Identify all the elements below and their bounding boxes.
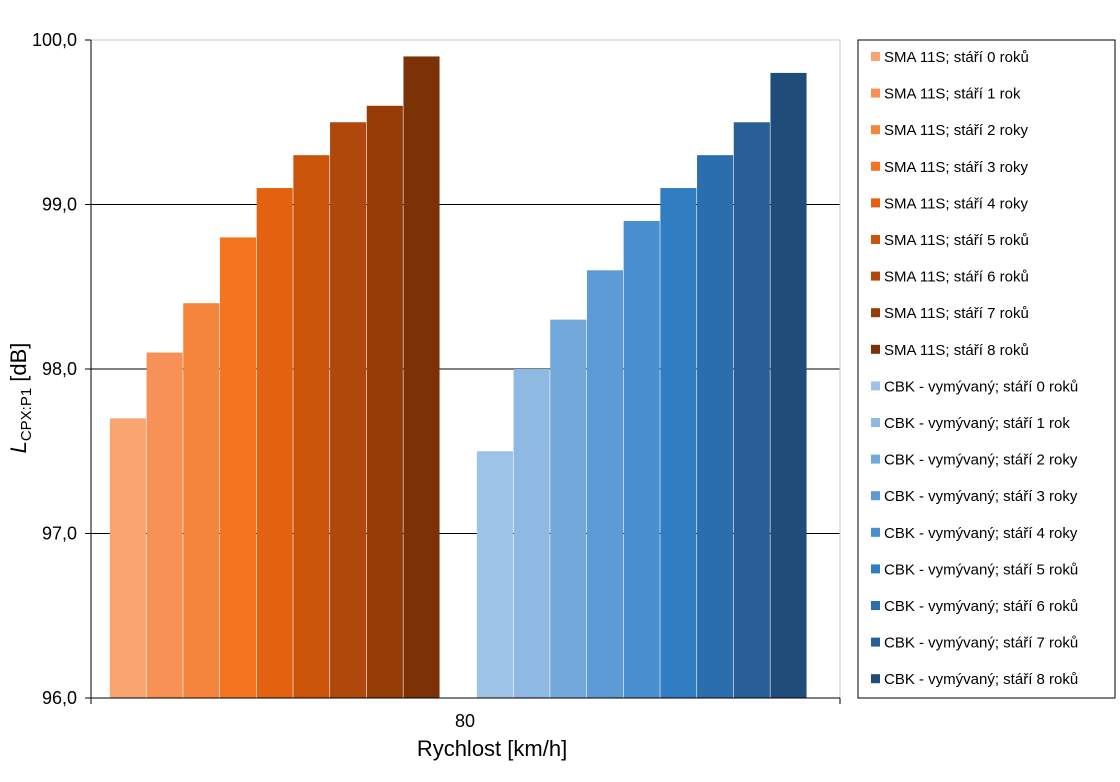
legend-swatch: [871, 52, 880, 61]
bar-15: [660, 188, 697, 699]
legend-entry: SMA 11S; stáří 7 roků: [884, 305, 1029, 322]
legend-entry: CBK - vymývaný; stáří 7 roků: [884, 635, 1078, 652]
bar-6: [293, 155, 330, 698]
y-tick-label: 100,0: [32, 30, 77, 50]
legend-entry: CBK - vymývaný; stáří 8 roků: [884, 671, 1078, 688]
bar-12: [550, 319, 587, 698]
y-tick-label: 97,0: [42, 524, 77, 544]
legend-swatch: [871, 674, 880, 684]
y-tick-label: 98,0: [42, 359, 77, 379]
legend-entry: CBK - vymývaný; stáří 4 roky: [884, 525, 1078, 542]
legend-swatch: [871, 125, 880, 135]
bar-17: [733, 122, 770, 698]
legend-entry: CBK - vymývaný; stáří 0 roků: [884, 378, 1078, 395]
legend-entry: SMA 11S; stáří 8 roků: [884, 342, 1029, 359]
bars: [109, 56, 807, 699]
legend-swatch: [871, 418, 880, 427]
bar-16: [697, 155, 734, 698]
legend-entry: CBK - vymývaný; stáří 6 roků: [884, 598, 1078, 615]
y-axis-title-unit: [dB]: [6, 343, 31, 388]
y-axis-title-main: L: [6, 441, 31, 453]
bar-4: [219, 237, 257, 698]
legend-swatch: [871, 88, 880, 98]
y-axis-title: LCPX:P1 [dB]: [6, 343, 35, 454]
y-tick-label: 96,0: [42, 688, 77, 708]
legend-entry: CBK - vymývaný; stáří 5 roků: [884, 561, 1078, 578]
legend-swatch: [871, 198, 880, 208]
legend-entry: SMA 11S; stáří 3 roky: [884, 159, 1028, 176]
y-axis-title-subscript: CPX:P1: [18, 388, 35, 441]
legend-entry: SMA 11S; stáří 4 roky: [884, 195, 1028, 212]
legend-swatch: [871, 235, 880, 244]
legend-swatch: [871, 271, 880, 281]
legend-entry: SMA 11S; stáří 6 roků: [884, 269, 1029, 286]
bar-11: [513, 369, 550, 698]
legend-swatch: [871, 564, 880, 574]
bar-13: [586, 270, 624, 698]
legend-swatch: [871, 381, 880, 391]
bar-5: [256, 188, 293, 699]
legend-swatch: [871, 637, 880, 647]
legend-swatch: [871, 491, 880, 501]
legend-entry: SMA 11S; stáří 0 roků: [884, 49, 1029, 66]
legend-entry: SMA 11S; stáří 2 roky: [884, 122, 1028, 139]
legend-entry: SMA 11S; stáří 5 roků: [884, 232, 1029, 249]
legend-swatch: [871, 308, 880, 318]
bar-1: [109, 418, 146, 698]
legend-box: [857, 39, 1116, 699]
legend-entry: CBK - vymývaný; stáří 1 rok: [884, 415, 1070, 432]
axes: [85, 39, 841, 704]
legend-swatch: [871, 344, 880, 354]
legend-swatch: [871, 454, 880, 464]
bar-8: [366, 105, 403, 699]
legend-entry: CBK - vymývaný; stáří 3 roky: [884, 488, 1078, 505]
legend-entry: CBK - vymývaný; stáří 2 roky: [884, 452, 1078, 469]
y-tick-labels: 96,0 97,0 98,0 99,0 100,0: [32, 30, 77, 708]
y-tick-label: 99,0: [42, 195, 77, 215]
bar-14: [623, 220, 660, 698]
bar-18: [770, 72, 807, 698]
bar-9: [403, 56, 440, 698]
bar-2: [146, 352, 183, 698]
legend-swatch: [871, 161, 880, 171]
x-tick-label: 80: [455, 711, 475, 731]
bar-7: [330, 122, 367, 698]
legend-swatch: [871, 601, 880, 610]
legend: SMA 11S; stáří 0 roků SMA 11S; stáří 1 ro…: [857, 39, 1116, 699]
x-axis-title: Rychlost [km/h]: [417, 736, 567, 761]
legend-entry: SMA 11S; stáří 1 rok: [884, 86, 1021, 103]
legend-swatch: [871, 527, 880, 537]
bar-3: [183, 303, 220, 698]
bar-10: [476, 451, 513, 698]
